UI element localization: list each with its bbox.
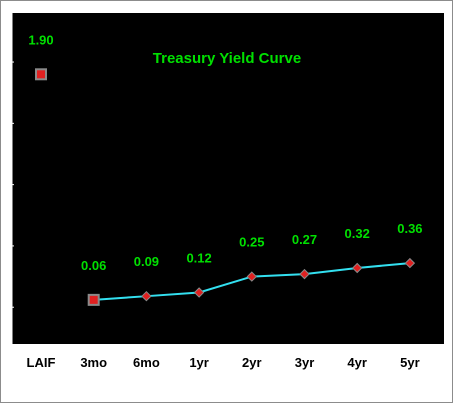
y-axis [9, 13, 14, 344]
marker-3yr [299, 268, 310, 280]
data-labels: 1.90 0.06 0.09 0.12 0.25 0.27 0.32 0.36 [28, 32, 422, 273]
data-markers [35, 68, 416, 306]
x-tick-label-3yr: 3yr [295, 355, 315, 370]
data-label-1yr: 0.12 [186, 251, 211, 266]
data-label-LAIF: 1.90 [28, 32, 53, 47]
data-label-5yr: 0.36 [397, 221, 422, 236]
x-tick-label-3mo: 3mo [80, 355, 107, 370]
data-label-3mo: 0.06 [81, 258, 106, 273]
marker-2yr [246, 271, 258, 282]
data-label-2yr: 0.25 [239, 235, 264, 250]
marker-4yr [351, 262, 363, 274]
x-tick-label-6mo: 6mo [133, 355, 160, 370]
data-label-4yr: 0.32 [345, 226, 370, 241]
x-tick-label-2yr: 2yr [242, 355, 262, 370]
x-axis-tick-labels: LAIF 3mo 6mo 1yr 2yr 3yr 4yr 5yr [27, 355, 420, 370]
x-tick-label-4yr: 4yr [347, 355, 367, 370]
chart-title: Treasury Yield Curve [153, 50, 301, 67]
marker-6mo [141, 290, 152, 302]
marker-5yr [404, 257, 416, 269]
marker-3mo [87, 293, 100, 306]
plot-area [13, 13, 444, 344]
data-label-3yr: 0.27 [292, 232, 317, 247]
x-tick-label-1yr: 1yr [189, 355, 209, 370]
x-tick-label-5yr: 5yr [400, 355, 420, 370]
data-label-6mo: 0.09 [134, 254, 159, 269]
marker-LAIF [35, 68, 47, 81]
marker-1yr [193, 287, 205, 298]
x-tick-label-LAIF: LAIF [27, 355, 56, 370]
